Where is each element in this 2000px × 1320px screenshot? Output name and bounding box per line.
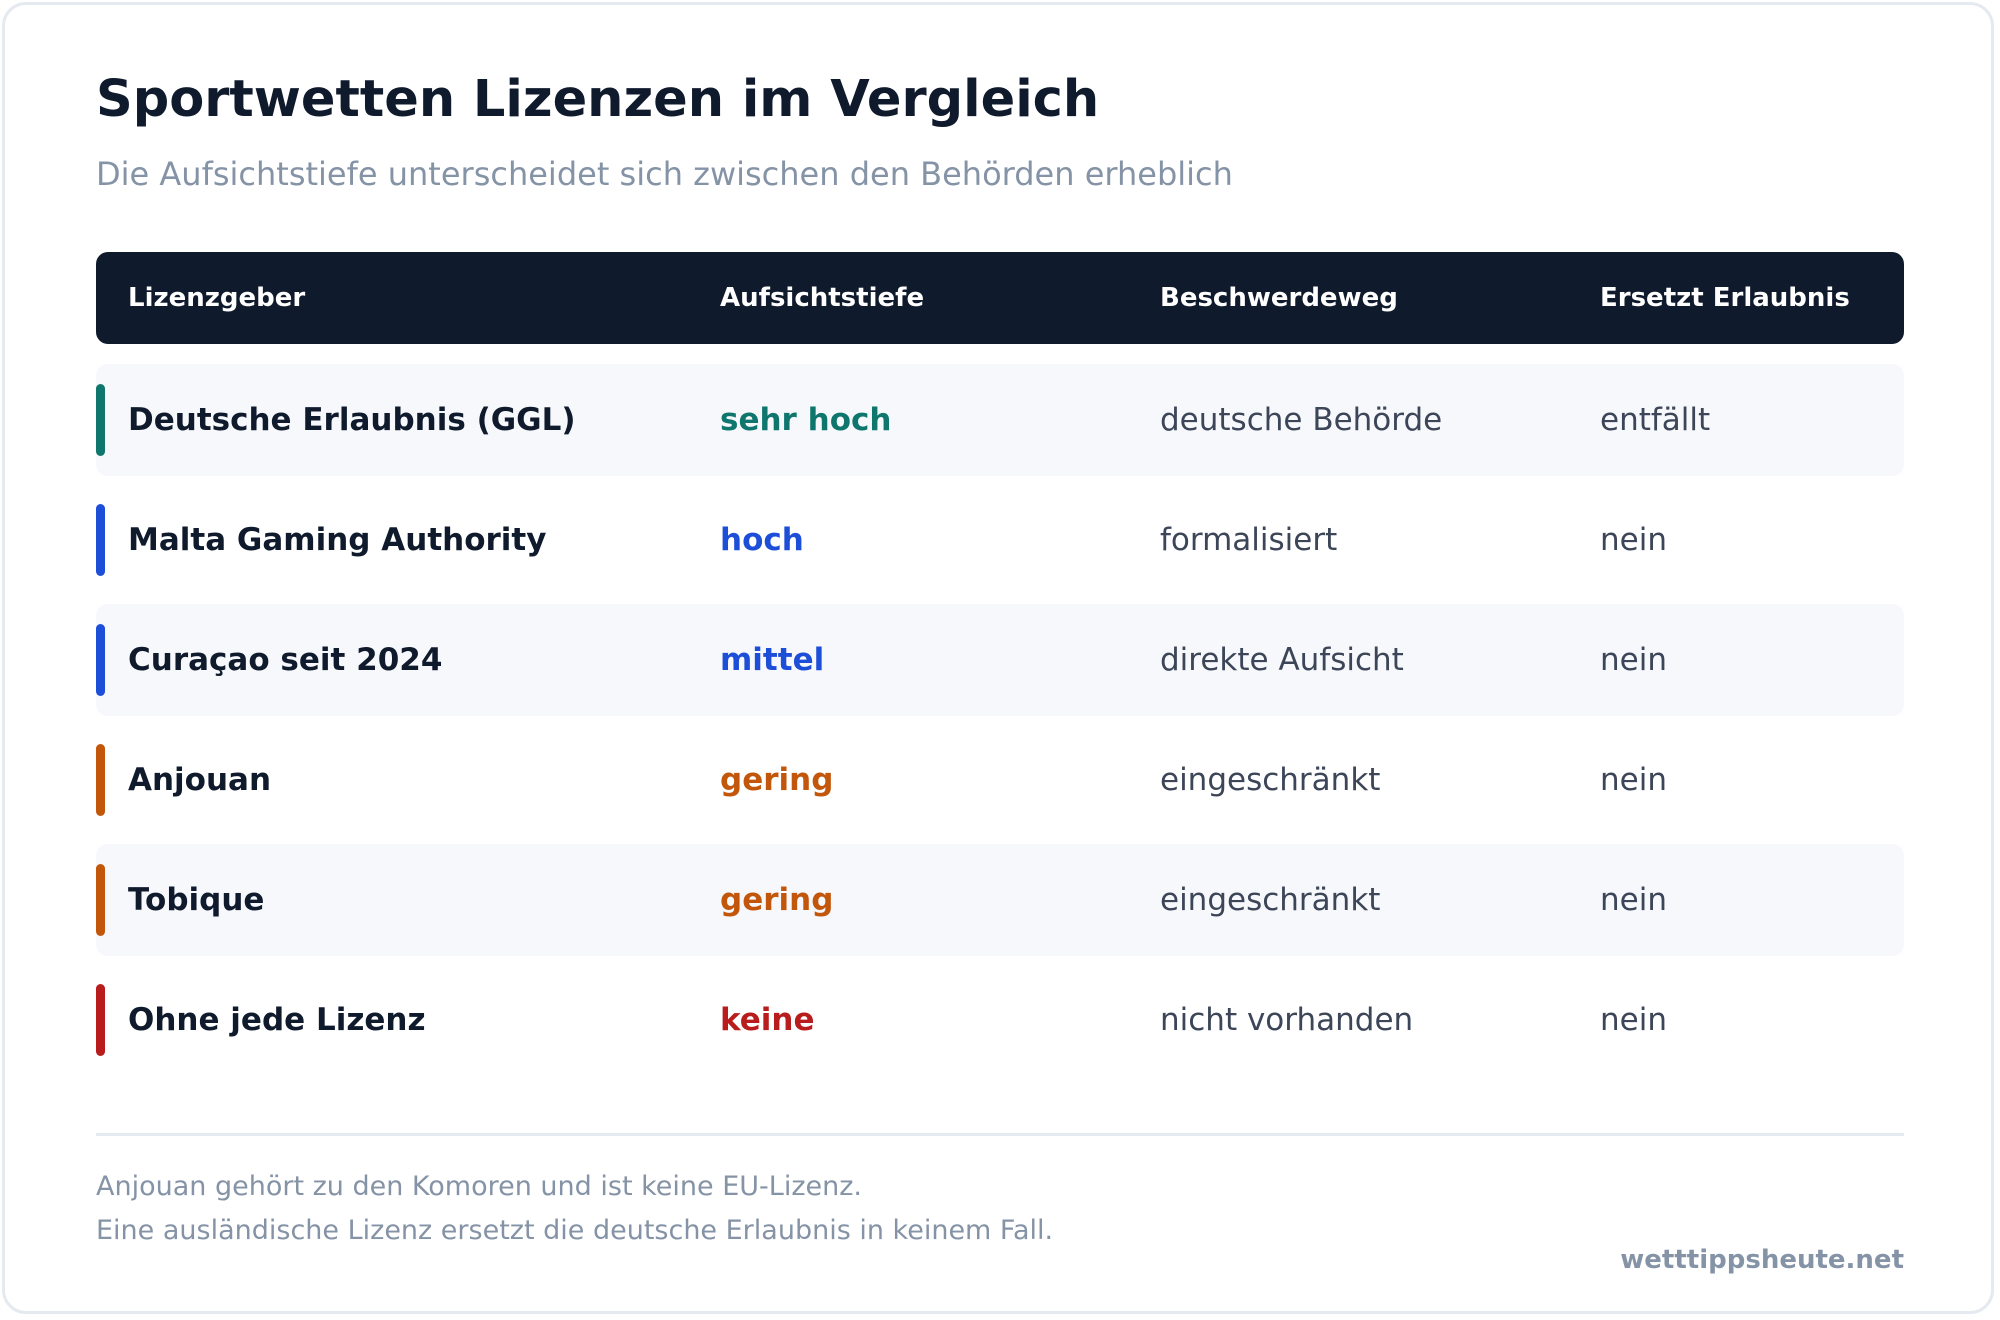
supervision-level: hoch [720,522,804,558]
row-accent-bar [96,744,105,816]
page-title: Sportwetten Lizenzen im Vergleich [96,70,1100,129]
column-header-beschwerdeweg: Beschwerdeweg [1160,283,1398,313]
column-header-ersetzt-erlaubnis: Ersetzt Erlaubnis [1600,283,1850,313]
replaces-permit: nein [1600,1002,1667,1038]
license-name: Curaçao seit 2024 [128,642,443,678]
complaint-path: direkte Aufsicht [1160,642,1404,678]
column-header-aufsichtstiefe: Aufsichtstiefe [720,283,925,313]
complaint-path: deutsche Behörde [1160,402,1443,438]
supervision-level: gering [720,762,834,798]
replaces-permit: nein [1600,762,1667,798]
complaint-path: nicht vorhanden [1160,1002,1414,1038]
row-accent-bar [96,864,105,936]
supervision-level: gering [720,882,834,918]
table-row: Ohne jede Lizenz keine nicht vorhanden n… [96,964,1904,1076]
row-accent-bar [96,384,105,456]
row-accent-bar [96,624,105,696]
complaint-path: formalisiert [1160,522,1338,558]
row-accent-bar [96,984,105,1056]
footnote: Anjouan gehört zu den Komoren und ist ke… [96,1171,862,1202]
supervision-level: mittel [720,642,825,678]
brand-label: wetttippsheute.net [1620,1245,1904,1275]
footer-divider [96,1133,1904,1136]
table-header: Lizenzgeber Aufsichtstiefe Beschwerdeweg… [96,252,1904,344]
replaces-permit: nein [1600,642,1667,678]
table-row: Anjouan gering eingeschränkt nein [96,724,1904,836]
replaces-permit: entfällt [1600,402,1711,438]
license-name: Malta Gaming Authority [128,522,547,558]
complaint-path: eingeschränkt [1160,762,1381,798]
complaint-path: eingeschränkt [1160,882,1381,918]
table-row: Tobique gering eingeschränkt nein [96,844,1904,956]
table-row: Curaçao seit 2024 mittel direkte Aufsich… [96,604,1904,716]
table-row: Deutsche Erlaubnis (GGL) sehr hoch deuts… [96,364,1904,476]
replaces-permit: nein [1600,522,1667,558]
supervision-level: sehr hoch [720,402,892,438]
table-row: Malta Gaming Authority hoch formalisiert… [96,484,1904,596]
column-header-lizenzgeber: Lizenzgeber [128,283,306,313]
footnote: Eine ausländische Lizenz ersetzt die deu… [96,1215,1054,1246]
license-name: Tobique [128,882,265,918]
row-accent-bar [96,504,105,576]
license-name: Deutsche Erlaubnis (GGL) [128,402,576,438]
page-subtitle: Die Aufsichtstiefe unterscheidet sich zw… [96,155,1233,193]
supervision-level: keine [720,1002,815,1038]
license-name: Anjouan [128,762,272,798]
replaces-permit: nein [1600,882,1667,918]
license-name: Ohne jede Lizenz [128,1002,426,1038]
